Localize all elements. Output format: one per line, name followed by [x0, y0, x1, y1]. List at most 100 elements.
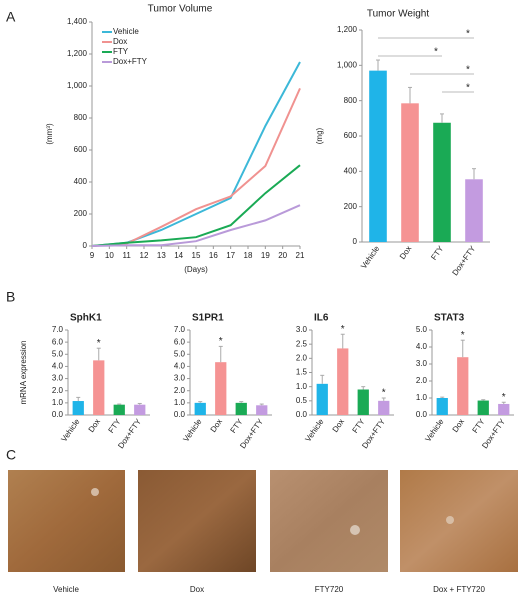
x-tick-label: Vehicle	[181, 417, 203, 444]
y-tick-label: 3.0	[296, 325, 308, 334]
x-tick-label: FTY	[351, 417, 367, 435]
x-tick-label: 15	[192, 251, 201, 260]
y-tick-label: 5.0	[52, 349, 64, 358]
y-tick-label: 2.0	[174, 386, 186, 395]
chart-title: Tumor Volume	[148, 4, 213, 15]
y-tick-label: 2.0	[416, 376, 428, 385]
y-tick-label: 2.5	[296, 339, 308, 348]
significance-mark: *	[434, 47, 438, 58]
y-tick-label: 0.0	[296, 410, 308, 419]
y-tick-label: 0.0	[174, 410, 186, 419]
y-tick-label: 200	[344, 202, 358, 211]
bar	[337, 348, 349, 415]
x-tick-label: FTY	[429, 244, 445, 262]
bar	[378, 400, 390, 415]
bar	[316, 383, 328, 415]
x-tick-label: 21	[296, 251, 305, 260]
bar	[477, 400, 489, 415]
x-tick-label: Vehicle	[423, 417, 445, 444]
significance-mark: *	[466, 65, 470, 76]
y-tick-label: 4.0	[416, 342, 428, 351]
bar	[215, 362, 227, 415]
chart-title: IL6	[314, 313, 329, 324]
y-tick-label: 1.5	[296, 368, 308, 377]
y-tick-label: 1,200	[337, 25, 358, 34]
y-axis-label: mRNA expression	[19, 340, 28, 404]
legend-label: Dox+FTY	[113, 57, 148, 66]
y-tick-label: 1,200	[67, 49, 88, 58]
y-tick-label: 4.0	[52, 362, 64, 371]
x-tick-label: Dox+FTY	[450, 244, 477, 278]
y-tick-label: 0	[83, 241, 88, 250]
y-tick-label: 3.0	[174, 374, 186, 383]
chart-title: S1PR1	[192, 313, 224, 324]
bar	[369, 70, 387, 242]
y-tick-label: 1.0	[416, 393, 428, 402]
y-tick-label: 400	[74, 177, 88, 186]
bar	[235, 402, 247, 415]
bar	[93, 360, 105, 415]
significance-mark: *	[341, 324, 345, 335]
y-tick-label: 3.0	[416, 359, 428, 368]
tissue-detail	[350, 525, 360, 535]
significance-mark: *	[461, 330, 465, 341]
chart-title: Tumor Weight	[367, 9, 429, 20]
bar	[256, 405, 268, 415]
bar	[194, 402, 206, 415]
image-caption: FTY720	[315, 585, 344, 594]
bar	[113, 404, 125, 415]
bar	[498, 403, 510, 415]
x-tick-label: 18	[244, 251, 253, 260]
x-axis-label: (Days)	[184, 265, 208, 274]
x-tick-label: Vehicle	[59, 417, 81, 444]
y-tick-label: 1,000	[67, 81, 88, 90]
tissue-image	[138, 470, 256, 572]
legend-label: FTY	[113, 47, 129, 56]
x-tick-label: 12	[140, 251, 149, 260]
x-tick-label: 20	[278, 251, 287, 260]
y-tick-label: 5.0	[174, 349, 186, 358]
y-tick-label: 7.0	[174, 325, 186, 334]
panel-label: B	[6, 289, 15, 305]
y-tick-label: 6.0	[52, 337, 64, 346]
line-series	[91, 87, 301, 247]
tissue-detail	[446, 516, 454, 524]
y-axis-label: (mg)	[315, 127, 324, 144]
x-tick-label: Vehicle	[303, 417, 325, 444]
bar	[134, 404, 146, 415]
x-tick-label: Vehicle	[359, 244, 381, 271]
line-series	[91, 204, 301, 247]
y-tick-label: 0.0	[52, 410, 64, 419]
legend-label: Vehicle	[113, 27, 139, 36]
y-tick-label: 0	[353, 237, 358, 246]
y-tick-label: 0.0	[416, 410, 428, 419]
y-tick-label: 1.0	[52, 398, 64, 407]
line-series	[91, 164, 301, 247]
tissue-detail	[91, 488, 99, 496]
significance-mark: *	[219, 336, 223, 347]
bar	[72, 401, 84, 415]
y-tick-label: 200	[74, 209, 88, 218]
significance-mark: *	[466, 29, 470, 40]
bar	[433, 122, 451, 242]
y-tick-label: 800	[74, 113, 88, 122]
y-tick-label: 2.0	[296, 353, 308, 362]
bar	[457, 357, 469, 415]
x-tick-label: 13	[157, 251, 166, 260]
chart-title: STAT3	[434, 313, 465, 324]
image-caption: Dox	[190, 585, 204, 594]
panel-label: A	[6, 9, 16, 25]
y-tick-label: 1.0	[174, 398, 186, 407]
y-axis-label: (mm³)	[45, 123, 54, 145]
y-tick-label: 4.0	[174, 362, 186, 371]
x-tick-label: FTY	[229, 417, 245, 435]
tissue-image	[400, 470, 518, 572]
legend-label: Dox	[113, 37, 127, 46]
bar	[357, 389, 369, 415]
y-tick-label: 6.0	[174, 337, 186, 346]
bar	[436, 398, 448, 415]
y-tick-label: 3.0	[52, 374, 64, 383]
y-tick-label: 400	[344, 166, 358, 175]
x-tick-label: 16	[209, 251, 218, 260]
